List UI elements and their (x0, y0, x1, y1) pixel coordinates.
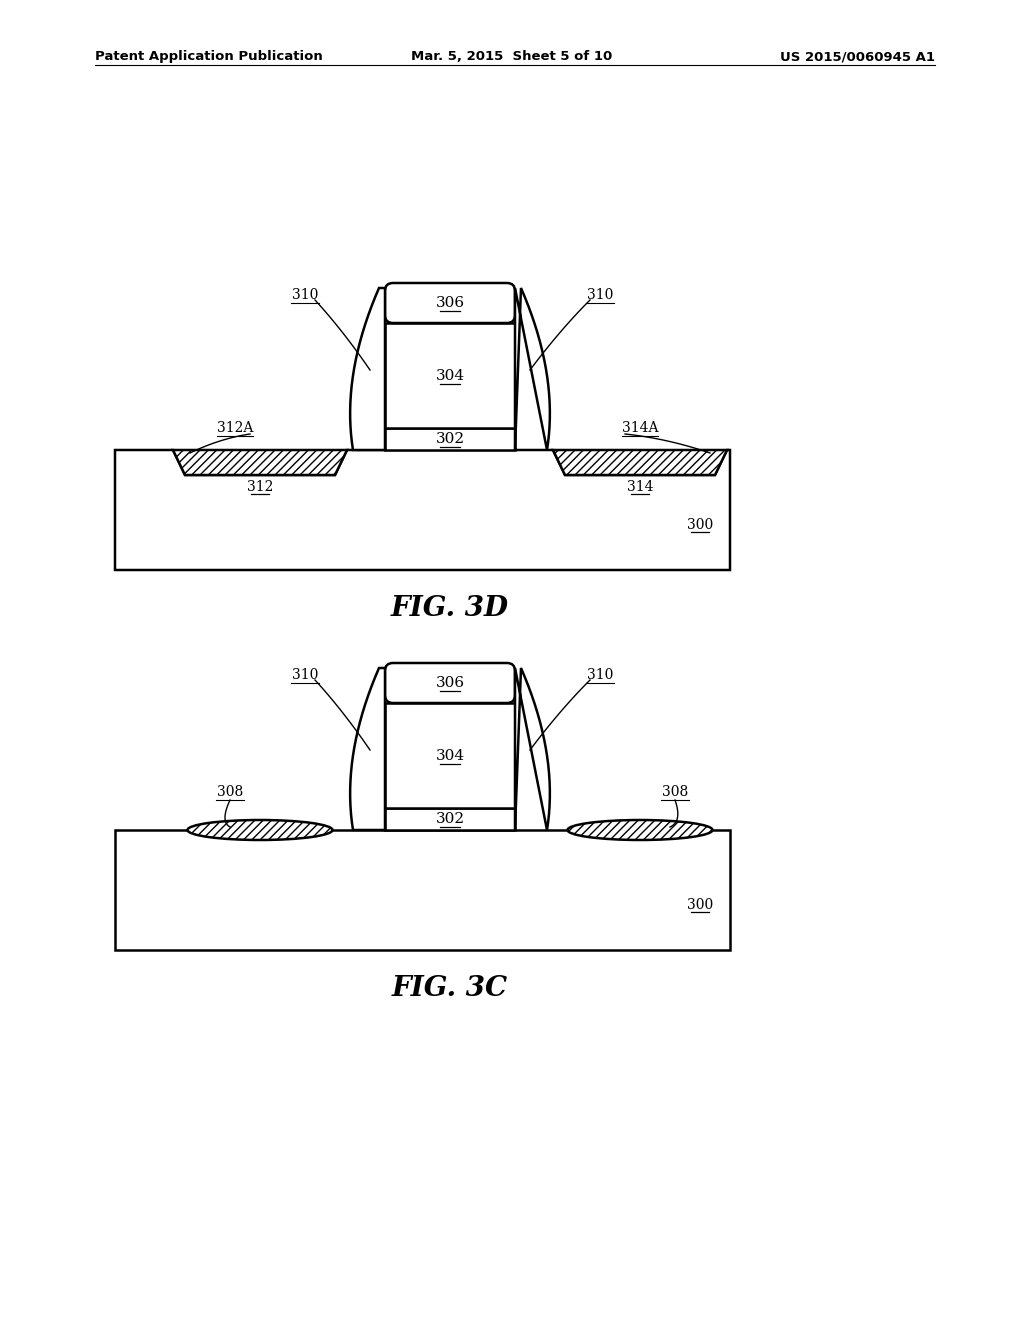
Text: 308: 308 (662, 785, 688, 799)
Ellipse shape (567, 820, 713, 840)
Bar (385, 428, 515, 450)
Text: US 2015/0060945 A1: US 2015/0060945 A1 (780, 50, 935, 63)
Polygon shape (115, 450, 730, 570)
Text: 304: 304 (435, 748, 465, 763)
Text: FIG. 3D: FIG. 3D (391, 595, 509, 622)
Bar (385, 704, 515, 808)
Text: 310: 310 (587, 668, 613, 682)
Text: 310: 310 (292, 668, 318, 682)
Text: 310: 310 (292, 288, 318, 302)
FancyBboxPatch shape (385, 663, 515, 704)
Text: 312: 312 (247, 480, 273, 494)
Text: 302: 302 (435, 812, 465, 826)
Text: 310: 310 (587, 288, 613, 302)
Polygon shape (515, 288, 550, 450)
Polygon shape (553, 450, 727, 475)
Text: 302: 302 (435, 432, 465, 446)
Text: 314: 314 (627, 480, 653, 494)
Polygon shape (350, 288, 385, 450)
Text: 314A: 314A (622, 421, 658, 436)
Text: 306: 306 (435, 296, 465, 310)
Text: 300: 300 (687, 517, 713, 532)
Polygon shape (173, 450, 347, 475)
Polygon shape (515, 668, 550, 830)
Ellipse shape (187, 820, 333, 840)
Text: Patent Application Publication: Patent Application Publication (95, 50, 323, 63)
FancyBboxPatch shape (385, 282, 515, 323)
Text: 312A: 312A (217, 421, 253, 436)
Bar (385, 808, 515, 830)
Text: 304: 304 (435, 370, 465, 383)
Text: 306: 306 (435, 676, 465, 690)
Text: 308: 308 (217, 785, 243, 799)
Text: FIG. 3C: FIG. 3C (392, 975, 508, 1002)
Text: Mar. 5, 2015  Sheet 5 of 10: Mar. 5, 2015 Sheet 5 of 10 (412, 50, 612, 63)
Polygon shape (350, 668, 385, 830)
Bar (385, 323, 515, 428)
Text: 300: 300 (687, 898, 713, 912)
Bar (115, 830, 730, 950)
